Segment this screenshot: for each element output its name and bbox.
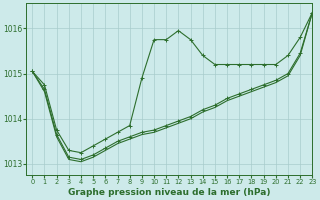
X-axis label: Graphe pression niveau de la mer (hPa): Graphe pression niveau de la mer (hPa)	[68, 188, 270, 197]
